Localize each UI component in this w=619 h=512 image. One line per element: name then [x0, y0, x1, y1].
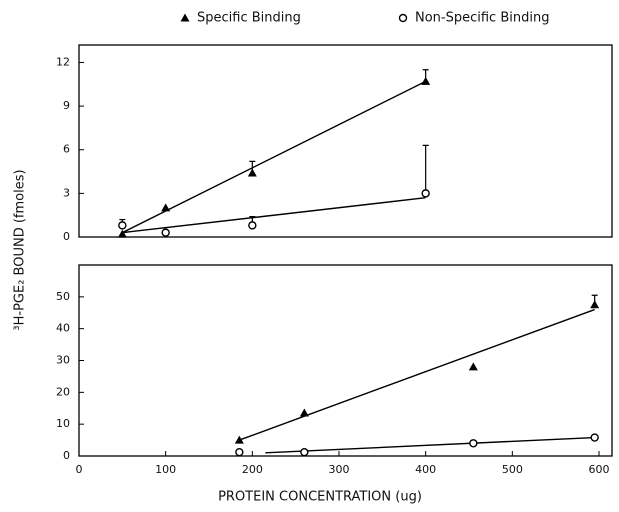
data-point — [469, 439, 478, 448]
y-tick-label: 0 — [63, 230, 70, 243]
data-point — [300, 447, 309, 457]
plot-frame — [78, 264, 613, 457]
y-tick-label: 40 — [56, 322, 70, 335]
data-point — [117, 229, 127, 238]
y-tick-label: 12 — [56, 55, 70, 68]
data-point — [590, 300, 600, 309]
y-tick-label: 9 — [63, 99, 70, 112]
x-tick-label: 300 — [329, 463, 350, 476]
y-tick-label: 50 — [56, 290, 70, 303]
data-point — [234, 435, 244, 444]
y-tick-label: 6 — [63, 143, 70, 156]
plot-frame — [78, 44, 613, 238]
x-tick-label: 400 — [415, 463, 436, 476]
x-tick-label: 0 — [76, 463, 83, 476]
data-point — [590, 433, 599, 442]
legend-marker — [180, 13, 190, 22]
y-axis-title: ³H-PGE₂ BOUND (fmoles) — [13, 169, 28, 330]
fit-line — [122, 197, 426, 234]
legend-text: Specific Binding — [197, 11, 301, 26]
data-point — [161, 203, 171, 212]
fit-line — [239, 308, 595, 441]
data-point — [468, 362, 478, 371]
data-point — [421, 189, 430, 198]
error-bar — [422, 144, 429, 194]
data-point — [299, 408, 309, 417]
y-tick-label: 3 — [63, 186, 70, 199]
data-point — [161, 228, 170, 237]
data-point — [248, 221, 257, 230]
x-axis-title: PROTEIN CONCENTRATION (ug) — [218, 490, 422, 505]
y-tick-label: 30 — [56, 354, 70, 367]
fit-line — [122, 80, 426, 234]
y-tick-label: 10 — [56, 417, 70, 430]
y-tick-label: 20 — [56, 385, 70, 398]
x-tick-label: 100 — [155, 463, 176, 476]
data-point — [118, 221, 127, 230]
legend-marker — [398, 13, 408, 23]
data-point — [421, 76, 431, 85]
fit-line — [265, 436, 595, 454]
y-tick-label: 0 — [63, 449, 70, 462]
x-tick-label: 200 — [242, 463, 263, 476]
data-point — [235, 447, 244, 457]
x-tick-label: 600 — [589, 463, 610, 476]
x-tick-label: 500 — [502, 463, 523, 476]
legend-text: Non-Specific Binding — [415, 11, 549, 26]
data-point — [247, 168, 257, 177]
